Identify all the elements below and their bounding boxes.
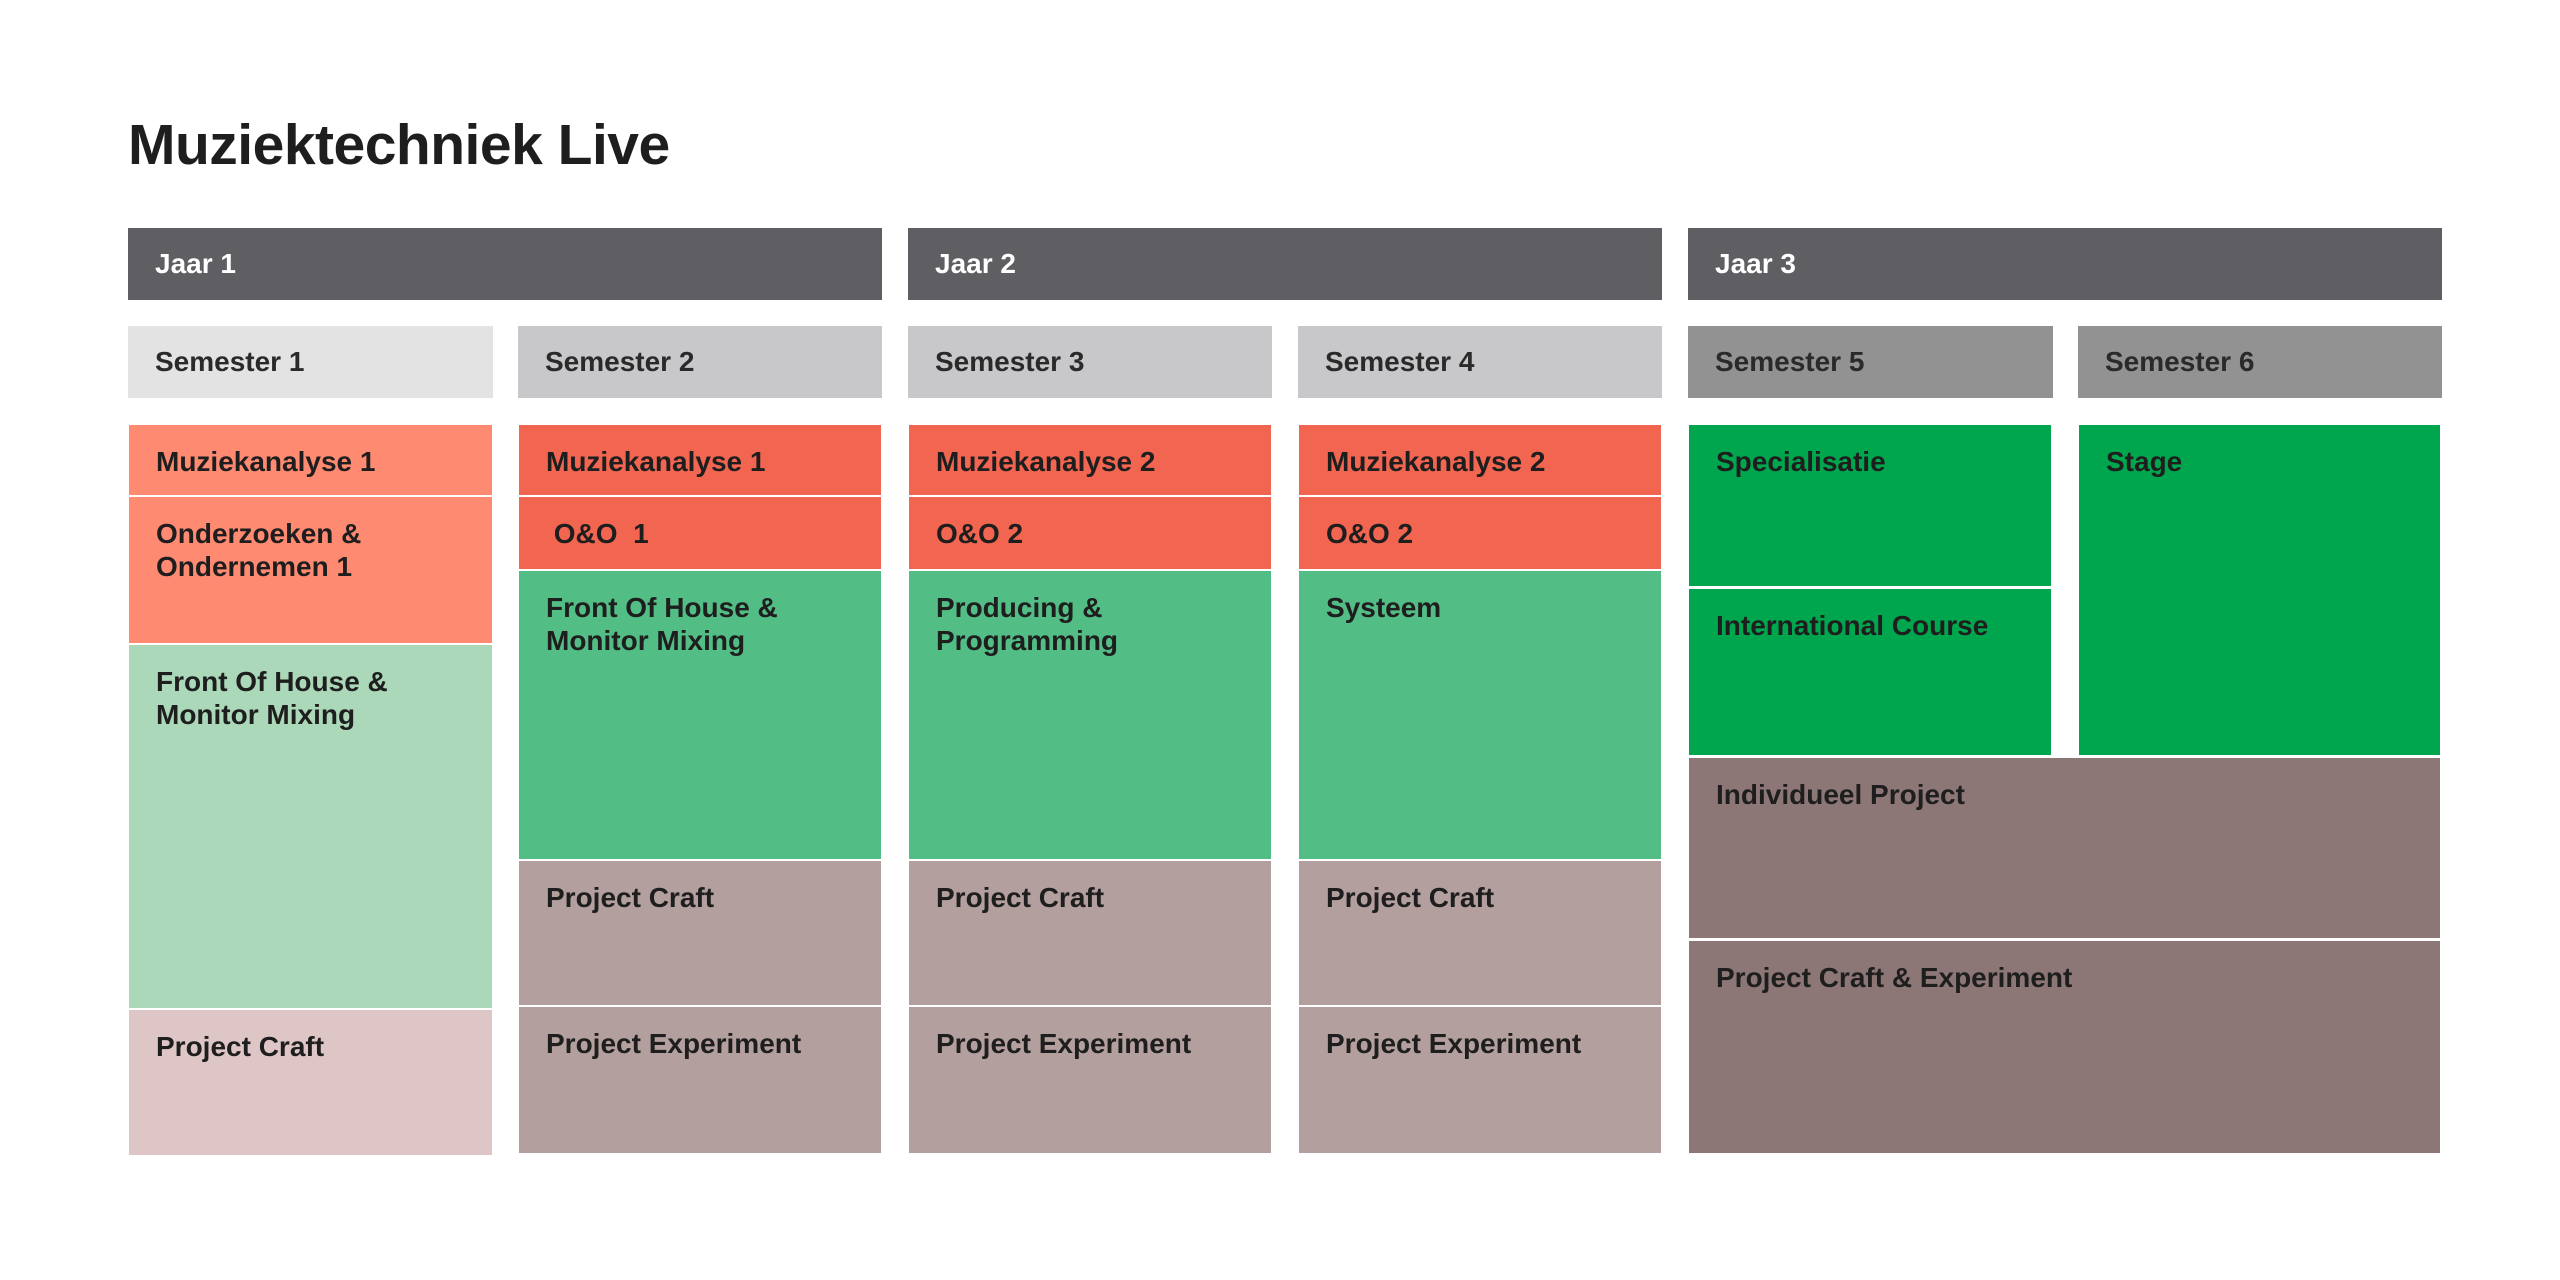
semester-header-4: Semester 4 bbox=[1298, 326, 1662, 398]
course-s2-front-of-house: Front Of House & Monitor Mixing bbox=[519, 571, 881, 859]
course-label: O&O 2 bbox=[1326, 518, 1414, 549]
semester-header-3: Semester 3 bbox=[908, 326, 1272, 398]
page-title: Muziektechniek Live bbox=[128, 113, 670, 177]
course-label: Producing & Programming bbox=[936, 592, 1119, 656]
course-s3-project-craft: Project Craft bbox=[909, 861, 1271, 1005]
course-label: Project Craft bbox=[1326, 882, 1495, 913]
course-label: Project Experiment bbox=[546, 1028, 802, 1059]
year-header-1: Jaar 1 bbox=[128, 228, 882, 300]
course-label: Front Of House & Monitor Mixing bbox=[546, 592, 778, 656]
course-s4-systeem: Systeem bbox=[1299, 571, 1661, 859]
course-s1-front-of-house: Front Of House & Monitor Mixing bbox=[129, 645, 492, 1008]
year-header-2: Jaar 2 bbox=[908, 228, 1662, 300]
course-s3-oeno: O&O 2 bbox=[909, 497, 1271, 569]
course-label: O&O 2 bbox=[936, 518, 1024, 549]
course-s2-project-craft: Project Craft bbox=[519, 861, 881, 1005]
course-label: Individueel Project bbox=[1716, 779, 1965, 810]
course-s1-muziekanalyse: Muziekanalyse 1 bbox=[129, 425, 492, 495]
course-label: Muziekanalyse 1 bbox=[546, 446, 766, 477]
course-s2-oeno: O&O 1 bbox=[519, 497, 881, 569]
course-label: O&O 1 bbox=[546, 518, 649, 549]
course-s3-muziekanalyse: Muziekanalyse 2 bbox=[909, 425, 1271, 495]
course-label: Systeem bbox=[1326, 592, 1442, 623]
course-s1-onderzoeken-ondernemen: Onderzoeken & Ondernemen 1 bbox=[129, 497, 492, 643]
course-label: Project Craft bbox=[546, 882, 715, 913]
semester-header-1: Semester 1 bbox=[128, 326, 493, 398]
semester-header-6: Semester 6 bbox=[2078, 326, 2442, 398]
course-s4-muziekanalyse: Muziekanalyse 2 bbox=[1299, 425, 1661, 495]
course-s3-project-experiment: Project Experiment bbox=[909, 1007, 1271, 1153]
course-label: Project Craft & Experiment bbox=[1716, 962, 2073, 993]
course-label: Stage bbox=[2106, 446, 2183, 477]
course-s1-project-craft: Project Craft bbox=[129, 1010, 492, 1155]
course-label: International Course bbox=[1716, 610, 1989, 641]
semester-header-2: Semester 2 bbox=[518, 326, 882, 398]
course-label: Muziekanalyse 2 bbox=[1326, 446, 1546, 477]
course-label: Specialisatie bbox=[1716, 446, 1886, 477]
year-header-3: Jaar 3 bbox=[1688, 228, 2442, 300]
course-label: Front Of House & Monitor Mixing bbox=[156, 666, 388, 730]
course-s4-project-craft: Project Craft bbox=[1299, 861, 1661, 1005]
course-label: Project Experiment bbox=[1326, 1028, 1582, 1059]
course-label: Muziekanalyse 2 bbox=[936, 446, 1156, 477]
course-s4-oeno: O&O 2 bbox=[1299, 497, 1661, 569]
course-label: Muziekanalyse 1 bbox=[156, 446, 376, 477]
course-s6-stage: Stage bbox=[2079, 425, 2440, 755]
course-s2-muziekanalyse: Muziekanalyse 1 bbox=[519, 425, 881, 495]
course-s3-producing-programming: Producing & Programming bbox=[909, 571, 1271, 859]
course-y3-project-craft-experiment: Project Craft & Experiment bbox=[1689, 941, 2440, 1153]
course-label: Project Experiment bbox=[936, 1028, 1192, 1059]
course-y3-individueel-project: Individueel Project bbox=[1689, 758, 2440, 938]
semester-header-5: Semester 5 bbox=[1688, 326, 2053, 398]
course-s2-project-experiment: Project Experiment bbox=[519, 1007, 881, 1153]
course-s4-project-experiment: Project Experiment bbox=[1299, 1007, 1661, 1153]
course-label: Project Craft bbox=[156, 1031, 325, 1062]
course-s5-specialisatie: Specialisatie bbox=[1689, 425, 2051, 586]
course-label: Onderzoeken & Ondernemen 1 bbox=[156, 518, 362, 582]
course-label: Project Craft bbox=[936, 882, 1105, 913]
course-s5-international-course: International Course bbox=[1689, 589, 2051, 755]
